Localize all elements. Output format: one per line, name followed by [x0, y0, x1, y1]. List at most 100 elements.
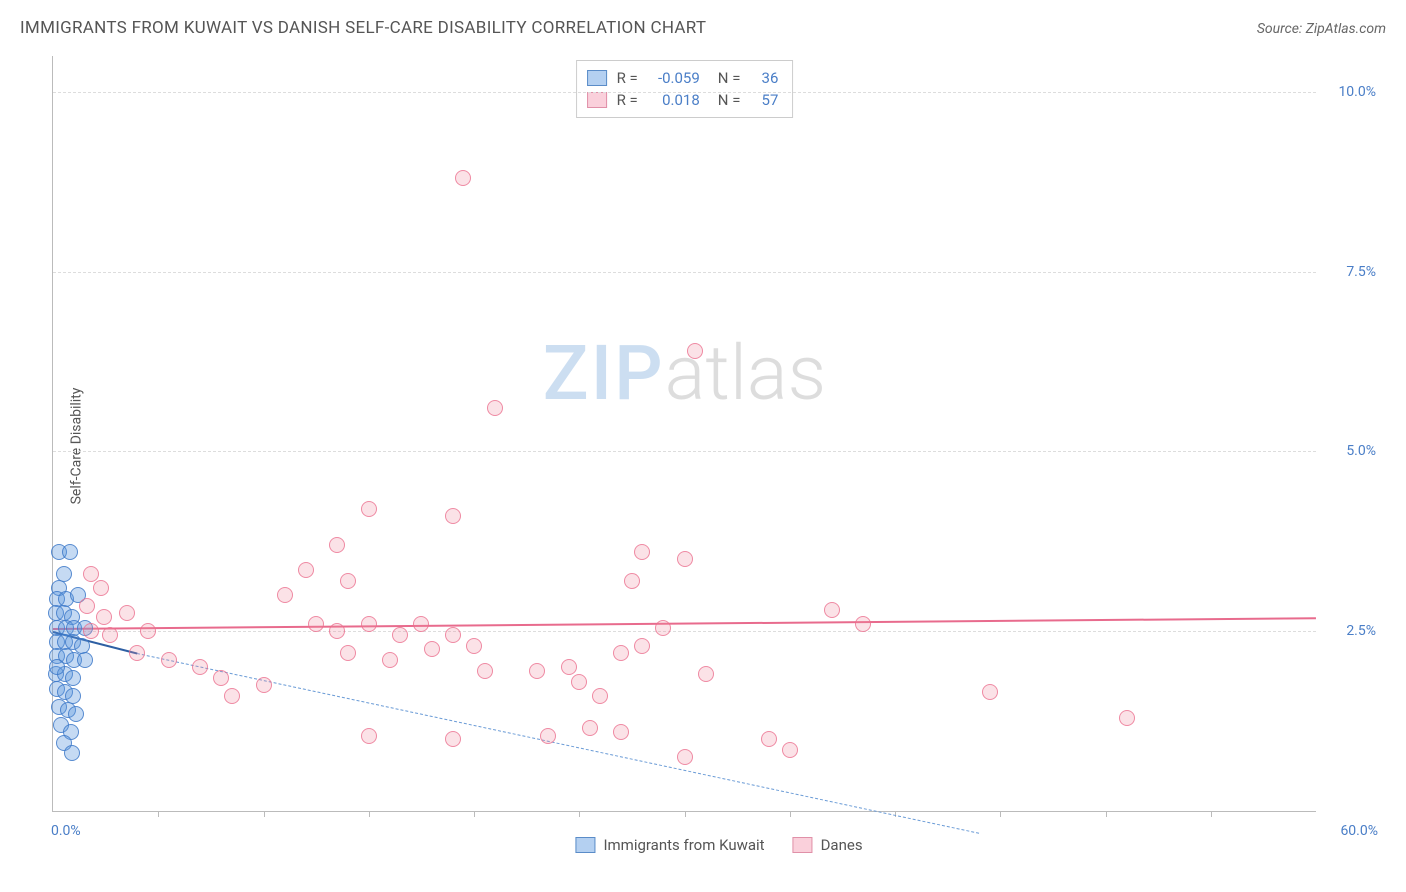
x-tick	[579, 811, 580, 817]
scatter-point-danes	[382, 652, 398, 668]
legend-swatch-blue	[575, 837, 595, 853]
chart-title: IMMIGRANTS FROM KUWAIT VS DANISH SELF-CA…	[20, 18, 706, 38]
x-tick	[474, 811, 475, 817]
scatter-point-danes	[529, 663, 545, 679]
legend-n-value-kuwait: 36	[750, 69, 778, 87]
scatter-point-danes	[329, 537, 345, 553]
scatter-point-kuwait	[77, 652, 93, 668]
x-tick	[264, 811, 265, 817]
scatter-point-danes	[1119, 710, 1135, 726]
x-tick	[369, 811, 370, 817]
y-tick-label: 10.0%	[1321, 84, 1376, 100]
x-tick	[1211, 811, 1212, 817]
gridline	[53, 451, 1316, 452]
scatter-point-danes	[613, 724, 629, 740]
scatter-point-danes	[634, 638, 650, 654]
legend-swatch-blue	[587, 70, 607, 86]
scatter-point-danes	[677, 551, 693, 567]
scatter-point-danes	[129, 645, 145, 661]
scatter-point-danes	[340, 645, 356, 661]
legend-r-value-danes: 0.018	[648, 91, 700, 109]
x-tick	[158, 811, 159, 817]
legend-r-label: R =	[617, 91, 638, 109]
gridline	[53, 631, 1316, 632]
chart-container: ZIPatlas R = -0.059 N = 36 R = 0.018 N =…	[52, 56, 1386, 862]
x-tick	[790, 811, 791, 817]
scatter-point-danes	[698, 666, 714, 682]
scatter-point-danes	[455, 170, 471, 186]
scatter-point-danes	[161, 652, 177, 668]
scatter-point-kuwait	[65, 670, 81, 686]
y-tick-label: 2.5%	[1321, 623, 1376, 639]
legend-stats-row-kuwait: R = -0.059 N = 36	[587, 67, 779, 89]
scatter-point-kuwait	[64, 745, 80, 761]
gridline	[53, 92, 1316, 93]
scatter-point-danes	[361, 616, 377, 632]
scatter-point-danes	[855, 616, 871, 632]
scatter-point-danes	[83, 623, 99, 639]
x-tick-label-min: 0.0%	[51, 823, 81, 839]
scatter-point-danes	[477, 663, 493, 679]
legend-series: Immigrants from Kuwait Danes	[575, 836, 862, 854]
scatter-point-danes	[634, 544, 650, 560]
legend-n-label: N =	[718, 69, 741, 87]
watermark-zip: ZIP	[543, 328, 665, 418]
scatter-point-danes	[624, 573, 640, 589]
scatter-point-danes	[677, 749, 693, 765]
scatter-point-kuwait	[49, 659, 65, 675]
plot-area: ZIPatlas R = -0.059 N = 36 R = 0.018 N =…	[52, 56, 1316, 812]
watermark-atlas: atlas	[665, 328, 827, 418]
scatter-point-danes	[119, 605, 135, 621]
scatter-point-danes	[540, 728, 556, 744]
scatter-point-danes	[192, 659, 208, 675]
scatter-point-danes	[298, 562, 314, 578]
scatter-point-kuwait	[68, 706, 84, 722]
scatter-point-danes	[445, 627, 461, 643]
scatter-point-danes	[361, 501, 377, 517]
gridline	[53, 272, 1316, 273]
scatter-point-danes	[487, 400, 503, 416]
x-tick	[1106, 811, 1107, 817]
x-tick	[685, 811, 686, 817]
scatter-point-danes	[782, 742, 798, 758]
scatter-point-danes	[982, 684, 998, 700]
source-name: ZipAtlas.com	[1306, 21, 1386, 37]
legend-item-kuwait: Immigrants from Kuwait	[575, 836, 764, 854]
scatter-point-danes	[413, 616, 429, 632]
scatter-point-danes	[79, 598, 95, 614]
scatter-point-danes	[213, 670, 229, 686]
scatter-point-danes	[308, 616, 324, 632]
scatter-point-danes	[93, 580, 109, 596]
scatter-point-danes	[613, 645, 629, 661]
source-attribution: Source: ZipAtlas.com	[1257, 21, 1386, 37]
scatter-point-danes	[340, 573, 356, 589]
scatter-point-danes	[761, 731, 777, 747]
scatter-point-kuwait	[62, 544, 78, 560]
scatter-point-danes	[224, 688, 240, 704]
scatter-point-danes	[655, 620, 671, 636]
scatter-point-danes	[361, 728, 377, 744]
legend-label-danes: Danes	[821, 836, 863, 854]
regression-line	[53, 617, 1316, 630]
scatter-point-danes	[392, 627, 408, 643]
legend-item-danes: Danes	[793, 836, 863, 854]
scatter-point-danes	[329, 623, 345, 639]
scatter-point-danes	[140, 623, 156, 639]
scatter-point-danes	[445, 731, 461, 747]
scatter-point-danes	[824, 602, 840, 618]
scatter-point-danes	[424, 641, 440, 657]
scatter-point-danes	[571, 674, 587, 690]
legend-stats: R = -0.059 N = 36 R = 0.018 N = 57	[576, 60, 794, 118]
scatter-point-danes	[466, 638, 482, 654]
legend-swatch-pink	[793, 837, 813, 853]
y-tick-label: 7.5%	[1321, 264, 1376, 280]
scatter-point-danes	[83, 566, 99, 582]
watermark: ZIPatlas	[543, 328, 826, 418]
legend-n-label: N =	[718, 91, 741, 109]
scatter-point-danes	[102, 627, 118, 643]
x-tick-label-max: 60.0%	[1340, 823, 1378, 839]
scatter-point-danes	[561, 659, 577, 675]
scatter-point-danes	[445, 508, 461, 524]
legend-r-value-kuwait: -0.059	[648, 69, 700, 87]
x-tick	[1000, 811, 1001, 817]
